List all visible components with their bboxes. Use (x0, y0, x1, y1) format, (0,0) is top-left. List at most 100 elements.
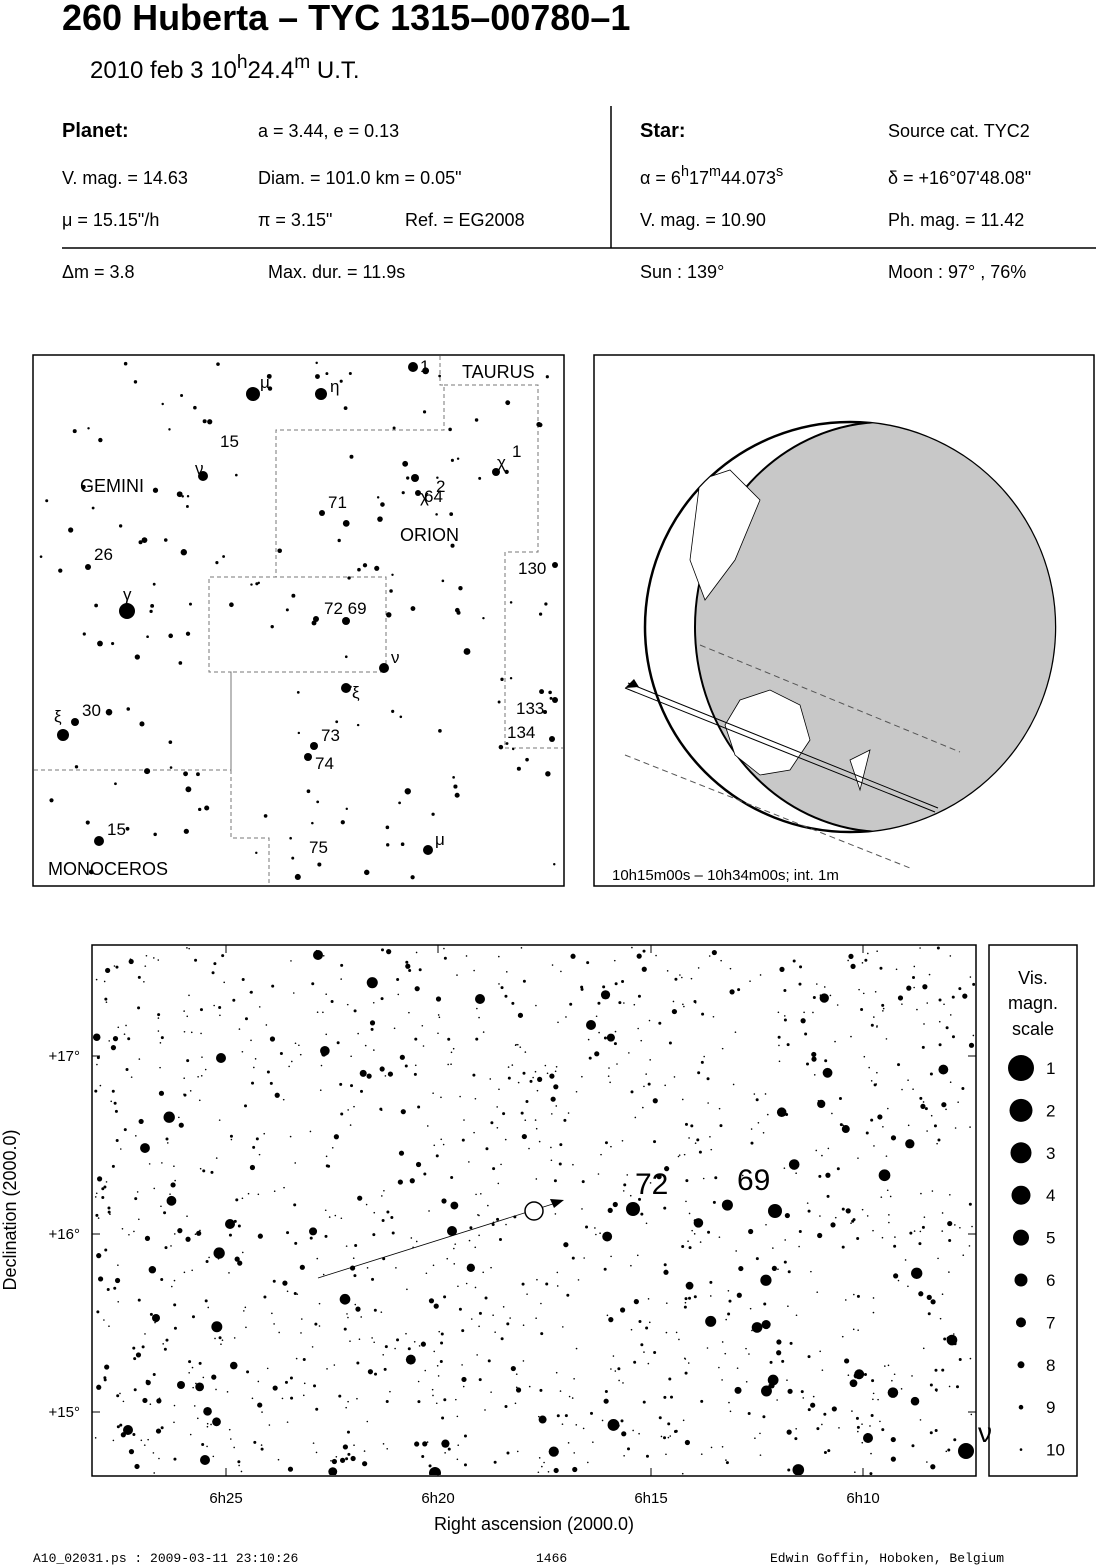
star (247, 1192, 250, 1195)
star (735, 1250, 737, 1252)
star (302, 1358, 306, 1362)
star (887, 1107, 889, 1110)
star (339, 1082, 343, 1086)
star (423, 1172, 427, 1176)
star (493, 1460, 497, 1464)
star (382, 1443, 385, 1445)
star (492, 1314, 494, 1317)
star (389, 1390, 391, 1393)
star (505, 1223, 507, 1226)
star (177, 1228, 183, 1234)
star (760, 1274, 772, 1286)
star (313, 616, 319, 622)
star (415, 951, 418, 954)
star (101, 1187, 105, 1191)
star (186, 1015, 189, 1018)
star (343, 1327, 347, 1331)
star (575, 1347, 578, 1350)
star (191, 1315, 195, 1319)
star (706, 1347, 709, 1349)
star (482, 616, 485, 620)
star (211, 971, 215, 975)
star (121, 1227, 124, 1230)
star (706, 1077, 710, 1081)
star-label: χ (497, 453, 506, 472)
star (490, 1121, 494, 1125)
star (438, 1330, 441, 1333)
star (432, 1264, 435, 1267)
star (299, 1053, 302, 1056)
star (313, 1384, 317, 1388)
star (355, 1306, 361, 1312)
star (429, 1467, 441, 1475)
scale-title: magn. (1008, 993, 1058, 1013)
star (583, 1257, 585, 1259)
star (137, 1006, 141, 1010)
star (450, 1201, 459, 1210)
star (165, 1137, 169, 1141)
star (871, 1379, 875, 1383)
star (115, 1139, 119, 1143)
star (567, 1442, 570, 1444)
x-tick-label: 6h10 (846, 1490, 879, 1507)
star (766, 1113, 769, 1116)
star (422, 1045, 425, 1047)
star (505, 400, 511, 406)
star (607, 1419, 620, 1431)
star (603, 1267, 607, 1271)
star (211, 1374, 217, 1380)
star (272, 1279, 276, 1283)
star (474, 418, 479, 422)
field: μ = 15.15"/h (62, 210, 159, 230)
star (755, 1257, 759, 1261)
star (549, 736, 555, 742)
star (322, 955, 325, 957)
star (188, 1372, 190, 1374)
star (581, 1208, 583, 1210)
star (759, 974, 762, 976)
star (150, 603, 155, 608)
star (285, 608, 289, 612)
star (279, 1052, 283, 1056)
star (366, 1267, 369, 1269)
star (123, 1425, 133, 1435)
star (353, 1274, 357, 1278)
star (214, 1337, 216, 1340)
star (95, 1192, 98, 1195)
star (340, 820, 345, 825)
star (519, 1046, 522, 1048)
star (245, 1326, 247, 1329)
star (435, 513, 438, 516)
star (550, 1096, 556, 1102)
star (860, 1008, 864, 1012)
star (668, 1377, 672, 1381)
star (938, 1064, 949, 1075)
star (208, 1256, 210, 1259)
star (834, 1216, 837, 1219)
star (630, 1328, 633, 1331)
star (463, 1434, 467, 1438)
star (841, 1245, 845, 1249)
star (496, 1217, 500, 1221)
star (258, 1153, 261, 1156)
star (819, 1350, 821, 1353)
star (748, 1228, 754, 1235)
star (325, 372, 329, 376)
star (340, 978, 342, 980)
star (333, 1364, 336, 1366)
star (792, 1464, 805, 1475)
star (406, 476, 410, 480)
star-label: 73 (321, 726, 340, 745)
star (710, 1148, 713, 1151)
star (806, 1062, 810, 1066)
star (255, 851, 258, 855)
star (589, 1411, 593, 1415)
star (219, 1014, 221, 1017)
constellation-name: GEMINI (80, 476, 144, 496)
star (468, 1239, 471, 1242)
constellation-boundaries (34, 356, 563, 885)
star (885, 1038, 888, 1040)
chart-stars (93, 946, 975, 1475)
star (630, 1264, 632, 1267)
scale-label: 7 (1046, 1313, 1055, 1332)
